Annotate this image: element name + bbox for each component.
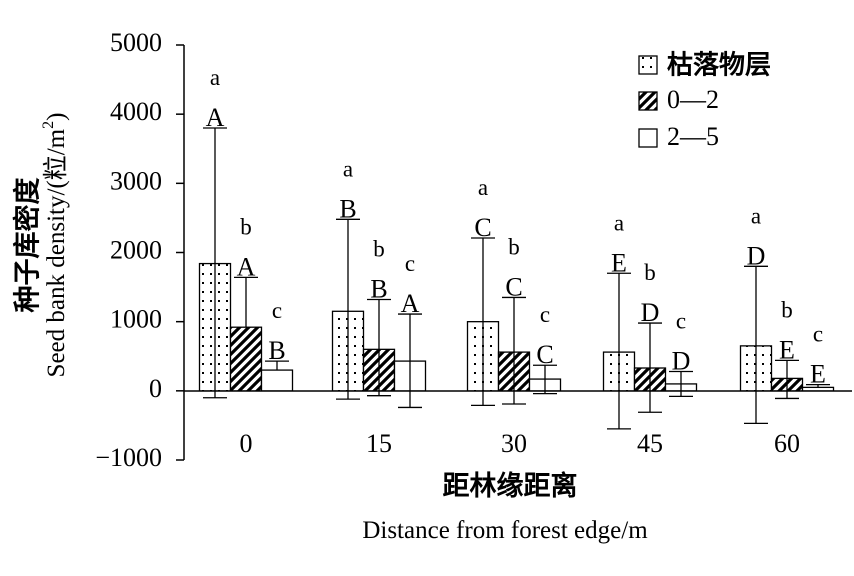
y-axis-title-cn: 种子库密度 — [12, 178, 44, 313]
y-axis-title-en-suffix: ) — [43, 113, 70, 121]
bar — [260, 369, 294, 392]
distance-significance-letter: C — [505, 272, 522, 301]
legend-swatch — [638, 55, 658, 75]
group-significance-letter: b — [240, 214, 252, 239]
group-significance-letter: a — [343, 156, 353, 181]
group-significance-letter: c — [540, 302, 550, 327]
y-axis-title-en-prefix: Seed bank density/(粒/m — [42, 128, 70, 377]
y-ticks: −1000 0 1000 2000 3000 4000 5000 — [95, 28, 184, 472]
x-tick-label: 60 — [774, 429, 800, 458]
legend-swatch — [638, 128, 658, 148]
group-significance-letter: c — [405, 251, 415, 276]
y-tick-label: 5000 — [110, 28, 162, 57]
x-tick-label: 15 — [366, 429, 392, 458]
error-bars — [203, 127, 830, 430]
y-tick-label: 3000 — [110, 166, 162, 195]
bar — [229, 326, 263, 392]
distance-significance-letter: D — [672, 346, 691, 375]
y-axis-title: 种子库密度 Seed bank density/(粒/m2) — [12, 113, 70, 378]
x-axis-title: 距林缘距离 Distance from forest edge/m — [362, 470, 648, 544]
axes: −1000 0 1000 2000 3000 4000 5000 0 15 30 45 60 — [95, 28, 852, 472]
distance-significance-letter: E — [611, 248, 627, 277]
y-axis-title-en-sup: 2 — [40, 121, 57, 129]
x-axis-title-en: Distance from forest edge/m — [362, 517, 648, 544]
group-significance-letter: b — [508, 234, 520, 259]
distance-significance-letter: E — [779, 335, 795, 364]
y-tick-label: −1000 — [95, 443, 162, 472]
group-significance-letter: b — [373, 237, 385, 262]
distance-significance-letter: A — [401, 289, 420, 318]
y-tick-label: 1000 — [110, 305, 162, 334]
distance-significance-letter: C — [536, 340, 553, 369]
group-significance-letter: b — [781, 297, 793, 322]
x-tick-label: 45 — [637, 429, 663, 458]
legend: 枯落物层 0—2 2—5 — [638, 51, 771, 151]
y-tick-label: 2000 — [110, 235, 162, 264]
distance-significance-letter: B — [339, 194, 356, 223]
distance-significance-letter: A — [237, 252, 256, 281]
distance-significance-letter: E — [810, 360, 826, 389]
y-tick-label: 4000 — [110, 97, 162, 126]
x-tick-label: 0 — [240, 429, 253, 458]
x-tick-label: 30 — [501, 429, 527, 458]
group-significance-letter: a — [210, 65, 220, 90]
group-significance-letter: a — [478, 175, 488, 200]
group-significance-letter: c — [813, 322, 823, 347]
legend-label: 枯落物层 — [667, 51, 771, 81]
group-significance-letter: c — [272, 298, 282, 323]
distance-significance-letter: A — [206, 103, 225, 132]
legend-swatch — [638, 91, 658, 111]
distance-significance-letter: D — [641, 298, 660, 327]
y-tick-label: 0 — [149, 374, 162, 403]
y-axis-title-en: Seed bank density/(粒/m2) — [40, 113, 70, 378]
x-tick-labels: 0 15 30 45 60 — [240, 429, 801, 458]
distance-significance-letter: B — [268, 336, 285, 365]
legend-label: 0—2 — [667, 85, 719, 114]
legend-label: 2—5 — [667, 122, 719, 151]
distance-significance-letter: D — [747, 241, 766, 270]
distance-significance-letter: C — [474, 213, 491, 242]
x-axis-title-cn: 距林缘距离 — [443, 470, 578, 502]
group-significance-letter: a — [614, 210, 624, 235]
group-significance-letter: b — [644, 260, 656, 285]
group-significance-letter: a — [751, 203, 761, 228]
group-significance-letter: c — [676, 308, 686, 333]
distance-significance-letter: B — [370, 275, 387, 304]
